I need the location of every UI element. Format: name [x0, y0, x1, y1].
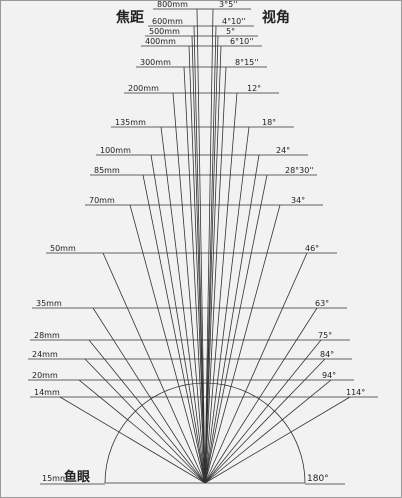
ray	[204, 154, 260, 484]
ray	[204, 66, 227, 484]
fisheye-focal: 15mm	[42, 474, 68, 483]
ray	[160, 126, 206, 484]
focal-label: 100mm	[100, 146, 131, 155]
focal-label: 35mm	[36, 299, 62, 308]
focal-label: 500mm	[149, 27, 180, 36]
ray	[204, 126, 250, 484]
ray	[204, 92, 238, 484]
ray	[204, 35, 219, 484]
ray	[92, 307, 206, 484]
angle-label: 34°	[291, 196, 305, 205]
ray	[129, 204, 206, 484]
angle-title: 视角	[262, 9, 290, 26]
ray	[59, 396, 206, 484]
ray	[142, 174, 206, 484]
angle-label: 114°	[346, 388, 365, 397]
focal-label: 85mm	[94, 166, 120, 175]
ray	[191, 35, 206, 484]
fisheye-name: 鱼眼	[64, 469, 91, 485]
angle-label: 84°	[320, 350, 334, 359]
angle-label: 3°5''	[219, 0, 238, 9]
ray	[204, 8, 214, 484]
focal-label: 400mm	[145, 37, 176, 46]
ray	[196, 8, 206, 484]
focal-label: 24mm	[32, 350, 58, 359]
angle-label: 4°10''	[222, 17, 246, 26]
angle-label: 12°	[247, 84, 261, 93]
angle-label: 63°	[315, 299, 329, 308]
focal-label: 800mm	[157, 0, 188, 9]
focal-label: 70mm	[89, 196, 115, 205]
angle-label: 5°	[226, 27, 235, 36]
ray	[88, 339, 206, 484]
angle-label: 94°	[322, 371, 336, 380]
ray	[172, 92, 206, 484]
ray	[204, 339, 322, 484]
angle-label: 8°15''	[235, 58, 259, 67]
focal-label: 600mm	[152, 17, 183, 26]
focal-label: 200mm	[128, 84, 159, 93]
focal-label: 20mm	[32, 371, 58, 380]
focal-label: 300mm	[140, 58, 171, 67]
ray	[204, 252, 308, 484]
angle-label: 75°	[318, 331, 332, 340]
ray	[183, 66, 206, 484]
ray	[102, 252, 206, 484]
focal-label: 135mm	[115, 118, 146, 127]
angle-label: 18°	[262, 118, 276, 127]
ray	[204, 45, 222, 484]
ray	[188, 45, 206, 484]
ray	[204, 174, 268, 484]
ray	[204, 396, 351, 484]
angle-label: 6°10''	[230, 37, 254, 46]
fisheye-arc	[104, 382, 306, 484]
angle-label: 28°30''	[285, 166, 314, 175]
fisheye-angle: 180°	[307, 474, 329, 484]
focal-label: 14mm	[34, 388, 60, 397]
focal-label: 50mm	[50, 244, 76, 253]
focal-title: 焦距	[115, 9, 144, 26]
focal-label: 28mm	[34, 331, 60, 340]
ray	[204, 204, 281, 484]
angle-label: 24°	[276, 146, 290, 155]
ray	[150, 154, 206, 484]
ray	[204, 307, 318, 484]
angle-label: 46°	[305, 244, 319, 253]
